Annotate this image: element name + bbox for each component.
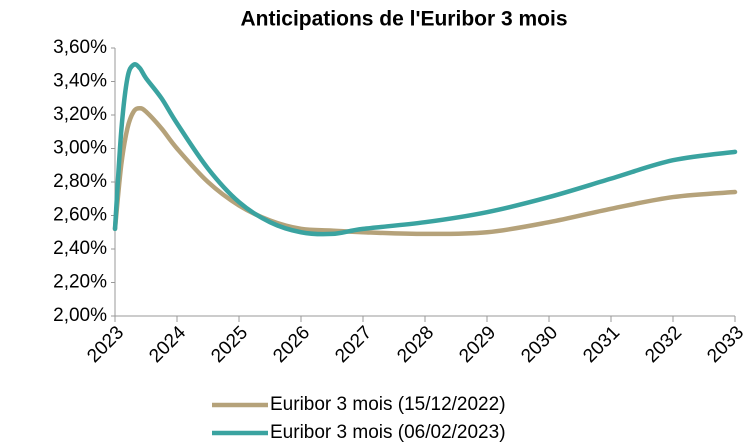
x-tick-label: 2025 bbox=[207, 322, 252, 367]
x-tick-label: 2033 bbox=[703, 322, 748, 367]
y-tick-label: 2,00% bbox=[53, 305, 107, 326]
y-tick-label: 3,60% bbox=[53, 37, 107, 58]
y-tick-label: 2,80% bbox=[53, 171, 107, 192]
y-tick-label: 2,60% bbox=[53, 205, 107, 226]
legend-label: Euribor 3 mois (15/12/2022) bbox=[270, 394, 506, 415]
x-tick-label: 2031 bbox=[579, 322, 624, 367]
y-tick-label: 3,40% bbox=[53, 71, 107, 92]
x-tick-label: 2027 bbox=[331, 322, 376, 367]
series-line bbox=[112, 62, 738, 237]
x-tick-label: 2026 bbox=[269, 322, 314, 367]
y-tick-label: 2,20% bbox=[53, 272, 107, 293]
y-tick-label: 2,40% bbox=[53, 238, 107, 259]
x-tick-label: 2024 bbox=[145, 322, 190, 367]
x-tick-label: 2023 bbox=[83, 322, 128, 367]
x-tick-label: 2028 bbox=[393, 322, 438, 367]
x-tick-label: 2032 bbox=[641, 322, 686, 367]
x-tick-label: 2029 bbox=[455, 322, 500, 367]
chart-title: Anticipations de l'Euribor 3 mois bbox=[240, 8, 567, 31]
x-tick-label: 2030 bbox=[517, 322, 562, 367]
legend-label: Euribor 3 mois (06/02/2023) bbox=[270, 422, 506, 443]
y-tick-label: 3,00% bbox=[53, 138, 107, 159]
y-tick-label: 3,20% bbox=[53, 104, 107, 125]
